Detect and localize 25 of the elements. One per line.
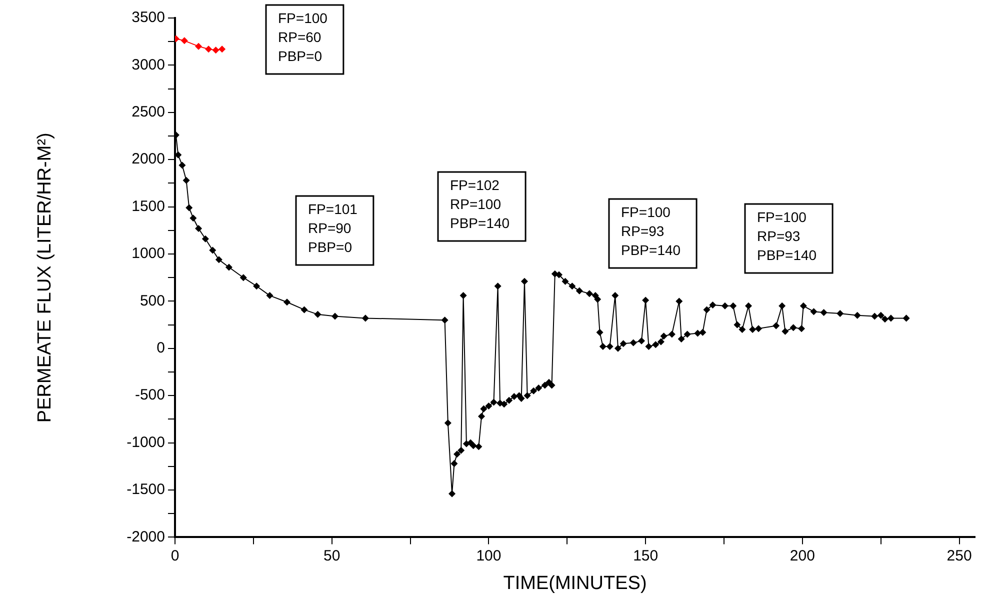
x-axis-title: TIME(MINUTES)	[503, 572, 647, 594]
y-tick-label: 3500	[132, 9, 165, 26]
annotation: FP=101 RP=90 PBP=0	[308, 200, 358, 255]
annotation: FP=100 RP=60 PBP=0	[278, 10, 328, 64]
y-tick-label: 0	[156, 340, 165, 357]
y-axis-title: PERMEATE FLUX (LITER/HR-M²)	[34, 132, 56, 423]
annotation: FP=100 RP=93 PBP=140	[757, 208, 817, 263]
y-tick-label: 2500	[132, 104, 165, 121]
y-tick-label: 2000	[132, 150, 165, 168]
annotation: FP=102 RP=100 PBP=140	[450, 176, 510, 231]
x-tick-label: 200	[790, 547, 815, 564]
annotation: FP=100 RP=93 PBP=140	[621, 204, 681, 258]
y-tick-label: 1500	[132, 198, 165, 215]
x-tick-label: 50	[324, 547, 340, 564]
y-tick-label: -1000	[126, 434, 165, 451]
y-tick-label: 500	[140, 292, 165, 310]
x-tick-label: 150	[633, 547, 658, 564]
y-tick-label: -1500	[126, 481, 165, 498]
y-tick-label: 1000	[132, 245, 165, 262]
y-tick-label: 3000	[132, 56, 165, 74]
x-tick-label: 100	[476, 547, 502, 564]
x-tick-label: 250	[946, 547, 972, 564]
y-tick-label: -500	[134, 386, 165, 404]
x-tick-label: 0	[170, 547, 180, 564]
y-tick-label: -2000	[126, 528, 165, 546]
